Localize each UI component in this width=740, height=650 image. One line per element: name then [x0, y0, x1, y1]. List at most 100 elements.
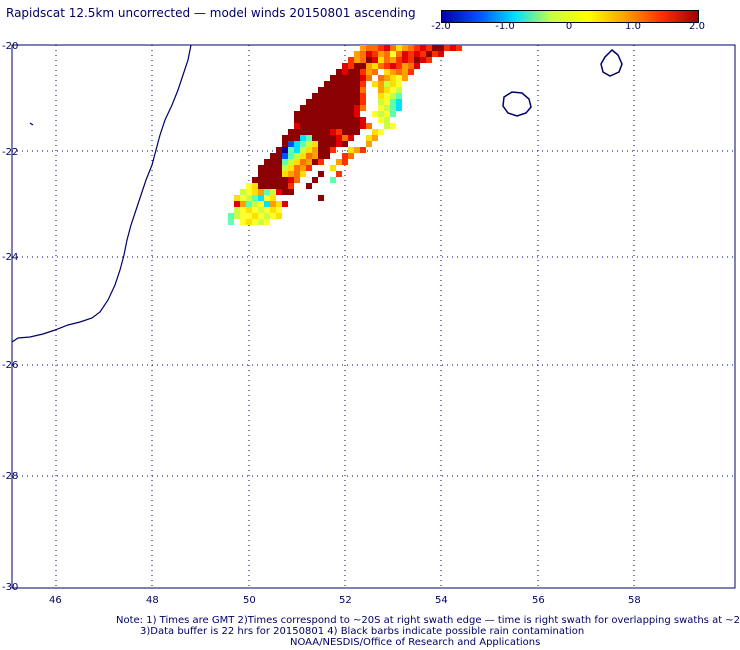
swath-cell: [384, 87, 390, 93]
swath-cell: [354, 63, 360, 69]
swath-cell: [288, 183, 294, 189]
swath-cell: [342, 117, 348, 123]
swath-cell: [300, 171, 306, 177]
swath-cell: [378, 81, 384, 87]
swath-cell: [258, 219, 264, 225]
swath-cell: [330, 129, 336, 135]
swath-cell: [354, 111, 360, 117]
swath-cell: [330, 117, 336, 123]
swath-cell: [378, 51, 384, 57]
swath-cell: [324, 87, 330, 93]
swath-cell: [390, 105, 396, 111]
swath-cell: [288, 135, 294, 141]
swath-cell: [396, 45, 402, 51]
swath-cell: [324, 135, 330, 141]
swath-cell: [348, 69, 354, 75]
swath-cell: [336, 123, 342, 129]
swath-cell: [420, 57, 426, 63]
swath-cell: [282, 201, 288, 207]
swath-cell: [312, 93, 318, 99]
swath-cell: [432, 51, 438, 57]
swath-cell: [390, 87, 396, 93]
swath-cell: [324, 111, 330, 117]
swath-cell: [372, 45, 378, 51]
swath-cell: [324, 153, 330, 159]
swath-cell: [348, 111, 354, 117]
swath-cell: [324, 117, 330, 123]
swath-cell: [354, 123, 360, 129]
swath-cell: [330, 75, 336, 81]
swath-cell: [342, 99, 348, 105]
swath-cell: [312, 141, 318, 147]
swath-cell: [342, 135, 348, 141]
lon-tick-label: 50: [243, 595, 256, 606]
swath-cell: [246, 201, 252, 207]
swath-cell: [420, 51, 426, 57]
swath-cell: [324, 105, 330, 111]
lat-tick-label: -22: [2, 147, 18, 158]
colorbar-tick: -1.0: [495, 21, 515, 32]
swath-cell: [384, 81, 390, 87]
swath-cell: [324, 99, 330, 105]
swath-cell: [330, 81, 336, 87]
swath-cell: [324, 147, 330, 153]
swath-cell: [318, 159, 324, 165]
swath-cell: [336, 69, 342, 75]
swath-cell: [426, 57, 432, 63]
islet-coastline: [29, 122, 34, 126]
swath-cell: [336, 129, 342, 135]
swath-cell: [306, 153, 312, 159]
swath-cell: [312, 105, 318, 111]
swath-cell: [330, 87, 336, 93]
swath-cell: [390, 93, 396, 99]
swath-cell: [330, 123, 336, 129]
swath-cell: [288, 129, 294, 135]
swath-cell: [276, 201, 282, 207]
lon-tick-label: 46: [49, 595, 62, 606]
swath-cell: [342, 105, 348, 111]
swath-cell: [336, 93, 342, 99]
colorbar-tick: 0: [565, 21, 573, 32]
swath-cell: [378, 111, 384, 117]
swath-cell: [354, 51, 360, 57]
swath-cell: [378, 117, 384, 123]
swath-cell: [360, 87, 366, 93]
swath-cell: [282, 171, 288, 177]
footer-note-2: 3)Data buffer is 22 hrs for 20150801 4) …: [140, 626, 585, 637]
colorbar-tick: -2.0: [431, 21, 451, 32]
swath-cell: [372, 57, 378, 63]
swath-cell: [366, 63, 372, 69]
swath-cell: [288, 147, 294, 153]
swath-cell: [318, 171, 324, 177]
swath-cell: [312, 99, 318, 105]
swath-cell: [384, 57, 390, 63]
swath-cell: [354, 129, 360, 135]
swath-cell: [396, 57, 402, 63]
swath-cell: [294, 129, 300, 135]
swath-cell: [354, 75, 360, 81]
swath-cell: [294, 159, 300, 165]
swath-cell: [390, 81, 396, 87]
swath-cell: [342, 129, 348, 135]
swath-cell: [252, 207, 258, 213]
swath-cell: [270, 213, 276, 219]
swath-cell: [396, 87, 402, 93]
swath-cell: [378, 129, 384, 135]
swath-cell: [306, 99, 312, 105]
swath-cell: [234, 207, 240, 213]
swath-cell: [390, 57, 396, 63]
swath-cell: [378, 75, 384, 81]
swath-cell: [276, 147, 282, 153]
swath-cell: [414, 51, 420, 57]
swath-cell: [378, 99, 384, 105]
swath-cell: [270, 195, 276, 201]
swath-cell: [282, 189, 288, 195]
swath-cell: [378, 45, 384, 51]
swath-cell: [384, 123, 390, 129]
swath-cell: [354, 69, 360, 75]
swath-cell: [384, 51, 390, 57]
swath-cell: [348, 135, 354, 141]
swath-cell: [258, 213, 264, 219]
swath-cell: [396, 51, 402, 57]
swath-cell: [252, 195, 258, 201]
